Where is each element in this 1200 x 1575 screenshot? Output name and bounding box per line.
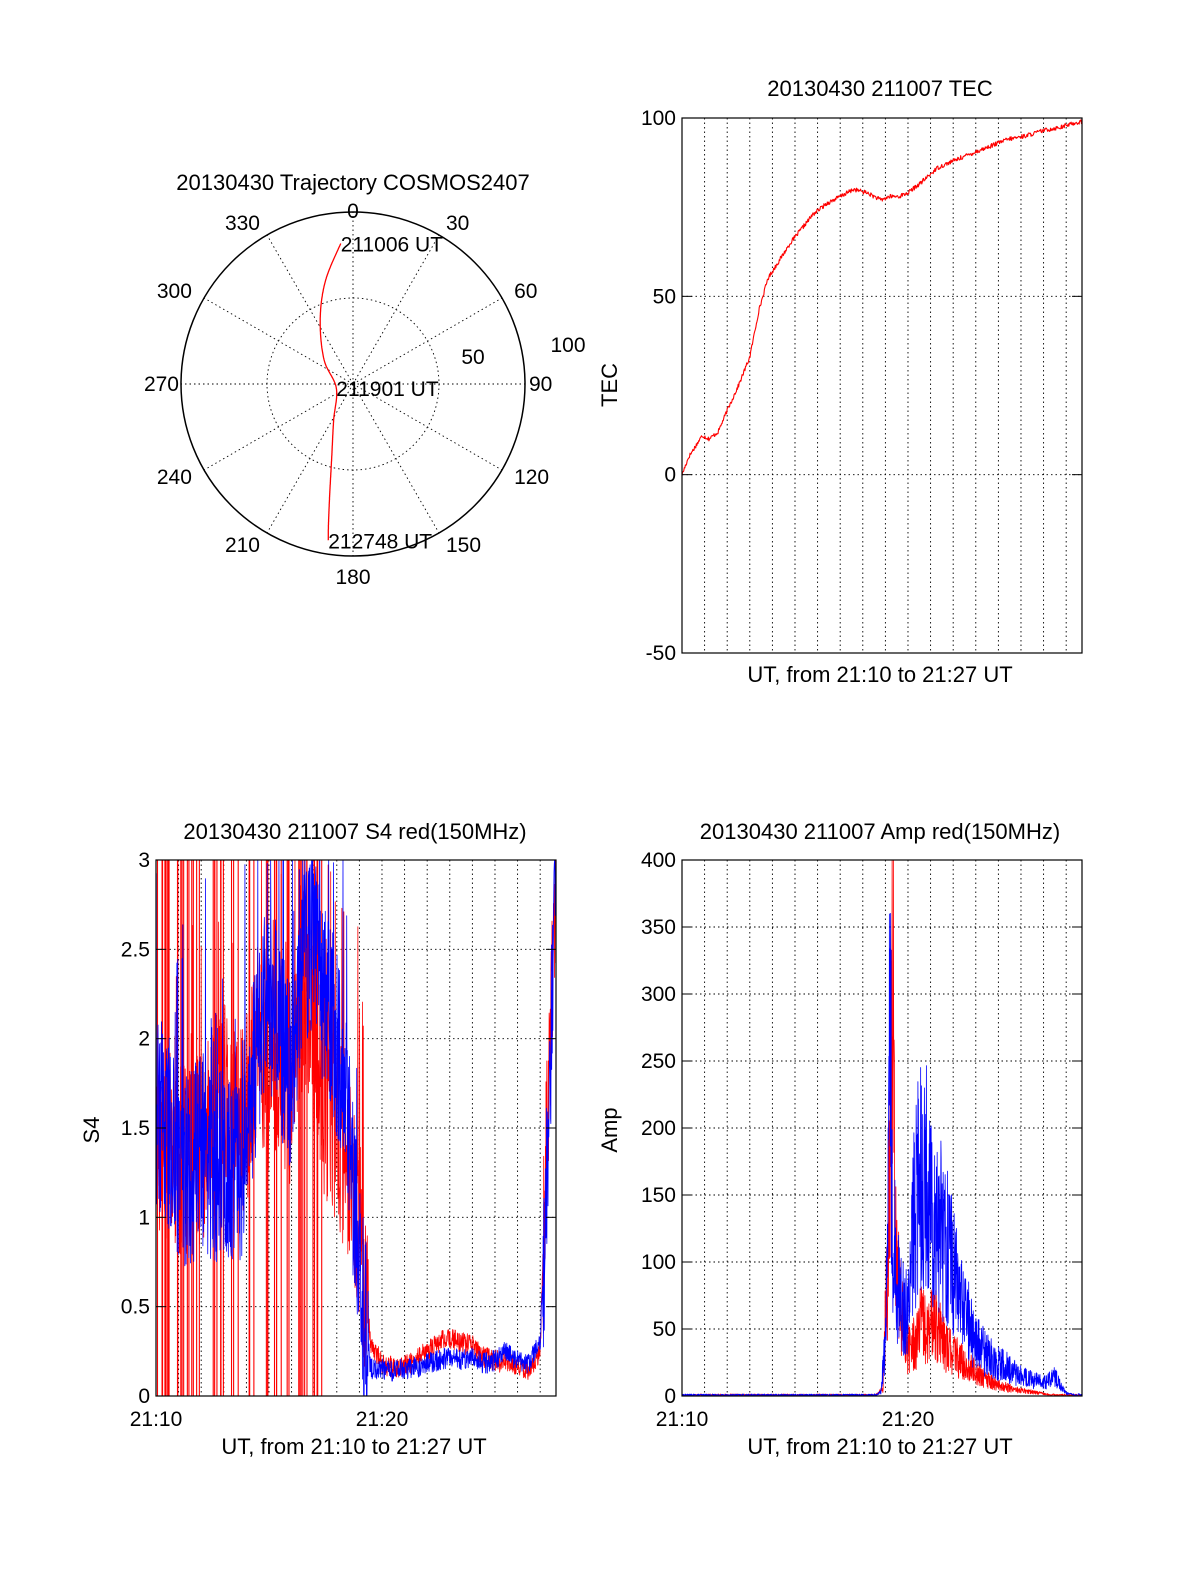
amp-x-ticks: 21:10 21:20 bbox=[656, 1408, 935, 1431]
amp-y-axis-label: Amp bbox=[597, 1107, 622, 1152]
s4-title: 20130430 211007 S4 red(150MHz) bbox=[183, 819, 526, 844]
tec-y-tick-label: 50 bbox=[653, 285, 676, 308]
polar-azimuth-label: 60 bbox=[514, 280, 537, 303]
tec-grid bbox=[682, 118, 1082, 653]
trajectory-line bbox=[319, 243, 342, 541]
s4-x-ticks: 21:10 21:20 bbox=[130, 1408, 409, 1431]
amp-series-line bbox=[681, 912, 1083, 1397]
amp-grid bbox=[682, 860, 1082, 1396]
s4-series-blue bbox=[155, 859, 557, 1397]
s4-y-tick-label: 1.5 bbox=[121, 1117, 150, 1140]
trajectory-annotation: 211006 UT bbox=[341, 233, 444, 256]
s4-y-tick-label: 2.5 bbox=[121, 938, 150, 961]
polar-azimuth-label: 90 bbox=[529, 373, 552, 396]
amp-series-red bbox=[681, 859, 1083, 1397]
polar-radial-label: 50 bbox=[461, 346, 484, 369]
amp-y-tick-label: 100 bbox=[641, 1251, 676, 1274]
trajectory-annotation: 212748 UT bbox=[328, 530, 432, 553]
polar-azimuth-label: 270 bbox=[144, 373, 179, 396]
amp-x-axis-label: UT, from 21:10 to 21:27 UT bbox=[747, 1434, 1012, 1459]
polar-spoke bbox=[352, 234, 440, 385]
tec-y-tick-label: 100 bbox=[641, 107, 676, 130]
s4-y-axis-label: S4 bbox=[79, 1117, 104, 1144]
tec-y-ticks: -50 0 50 100 bbox=[641, 107, 1082, 665]
polar-azimuth-label: 120 bbox=[514, 466, 549, 489]
polar-azimuth-label: 210 bbox=[225, 534, 260, 557]
s4-panel: 20130430 211007 S4 red(150MHz) 0 0.5 1 1.5 2… bbox=[79, 819, 557, 1459]
amp-series-blue bbox=[681, 912, 1083, 1397]
amp-y-tick-label: 300 bbox=[641, 983, 676, 1006]
polar-spoke bbox=[266, 383, 354, 534]
polar-spoke bbox=[352, 297, 503, 385]
s4-series bbox=[155, 859, 557, 1397]
tec-y-tick-label: -50 bbox=[646, 642, 676, 665]
amp-series bbox=[681, 859, 1083, 1397]
amp-y-tick-label: 250 bbox=[641, 1050, 676, 1073]
s4-series-red bbox=[155, 859, 557, 1396]
s4-x-tick-label: 21:20 bbox=[356, 1408, 409, 1431]
tec-title: 20130430 211007 TEC bbox=[767, 76, 993, 101]
polar-grid bbox=[180, 211, 526, 557]
s4-y-tick-label: 0.5 bbox=[121, 1296, 150, 1319]
tec-series-line bbox=[681, 119, 1083, 476]
s4-y-tick-label: 3 bbox=[138, 849, 150, 872]
polar-panel: 20130430 Trajectory COSMOS2407 0 30 60 90 12… bbox=[144, 170, 586, 589]
amp-x-tick-label: 21:20 bbox=[882, 1408, 935, 1431]
s4-y-tick-label: 1 bbox=[138, 1206, 150, 1229]
amp-y-tick-label: 50 bbox=[653, 1318, 676, 1341]
tec-y-axis-label: TEC bbox=[597, 363, 622, 407]
amp-x-tick-label: 21:10 bbox=[656, 1408, 709, 1431]
polar-radial-label: 100 bbox=[550, 334, 585, 357]
polar-azimuth-label: 330 bbox=[225, 212, 260, 235]
tec-series bbox=[681, 119, 1083, 476]
polar-azimuth-label: 180 bbox=[335, 566, 370, 589]
s4-x-tick-label: 21:10 bbox=[130, 1408, 183, 1431]
polar-azimuth-label: 300 bbox=[157, 280, 192, 303]
amp-y-tick-label: 400 bbox=[641, 849, 676, 872]
s4-y-tick-label: 0 bbox=[138, 1385, 150, 1408]
polar-azimuth-label: 30 bbox=[446, 212, 469, 235]
polar-spoke bbox=[352, 383, 440, 534]
tec-panel: 20130430 211007 TEC -50 0 50 100 UT, from 2… bbox=[597, 76, 1083, 687]
tec-series-red bbox=[681, 119, 1083, 476]
s4-x-axis-label: UT, from 21:10 to 21:27 UT bbox=[221, 1434, 486, 1459]
amp-panel: 20130430 211007 Amp red(150MHz) 0 50 100 15… bbox=[597, 819, 1083, 1459]
s4-series-line bbox=[155, 859, 557, 1397]
amp-title: 20130430 211007 Amp red(150MHz) bbox=[700, 819, 1060, 844]
tec-x-axis-label: UT, from 21:10 to 21:27 UT bbox=[747, 662, 1012, 687]
polar-azimuth-labels: 0 30 60 90 120 150 180 210 240 270 300 330 bbox=[144, 200, 552, 589]
s4-y-tick-label: 2 bbox=[138, 1028, 150, 1051]
polar-spoke bbox=[203, 383, 354, 471]
polar-spoke bbox=[266, 234, 354, 385]
amp-y-tick-label: 350 bbox=[641, 916, 676, 939]
trajectory-annotations: 211006 UT 211901 UT 212748 UT bbox=[328, 233, 443, 553]
polar-title: 20130430 Trajectory COSMOS2407 bbox=[176, 170, 529, 195]
s4-y-ticks: 0 0.5 1 1.5 2 2.5 3 bbox=[121, 849, 556, 1408]
amp-y-tick-label: 200 bbox=[641, 1117, 676, 1140]
polar-azimuth-label: 240 bbox=[157, 466, 192, 489]
tec-plot-frame bbox=[681, 117, 1083, 654]
amp-y-ticks: 0 50 100 150 200 250 300 350 400 bbox=[641, 849, 1082, 1408]
tec-y-tick-label: 0 bbox=[664, 464, 676, 487]
polar-spoke bbox=[203, 297, 354, 385]
trajectory-annotation: 211901 UT bbox=[336, 378, 439, 401]
polar-azimuth-label: 0 bbox=[347, 200, 359, 223]
trajectory-plot bbox=[319, 243, 342, 541]
amp-series-line bbox=[681, 859, 1083, 1397]
polar-spoke bbox=[352, 383, 503, 471]
polar-radial-labels: 50 100 bbox=[461, 334, 585, 369]
polar-azimuth-label: 150 bbox=[446, 534, 481, 557]
amp-y-tick-label: 150 bbox=[641, 1184, 676, 1207]
amp-y-tick-label: 0 bbox=[664, 1385, 676, 1408]
